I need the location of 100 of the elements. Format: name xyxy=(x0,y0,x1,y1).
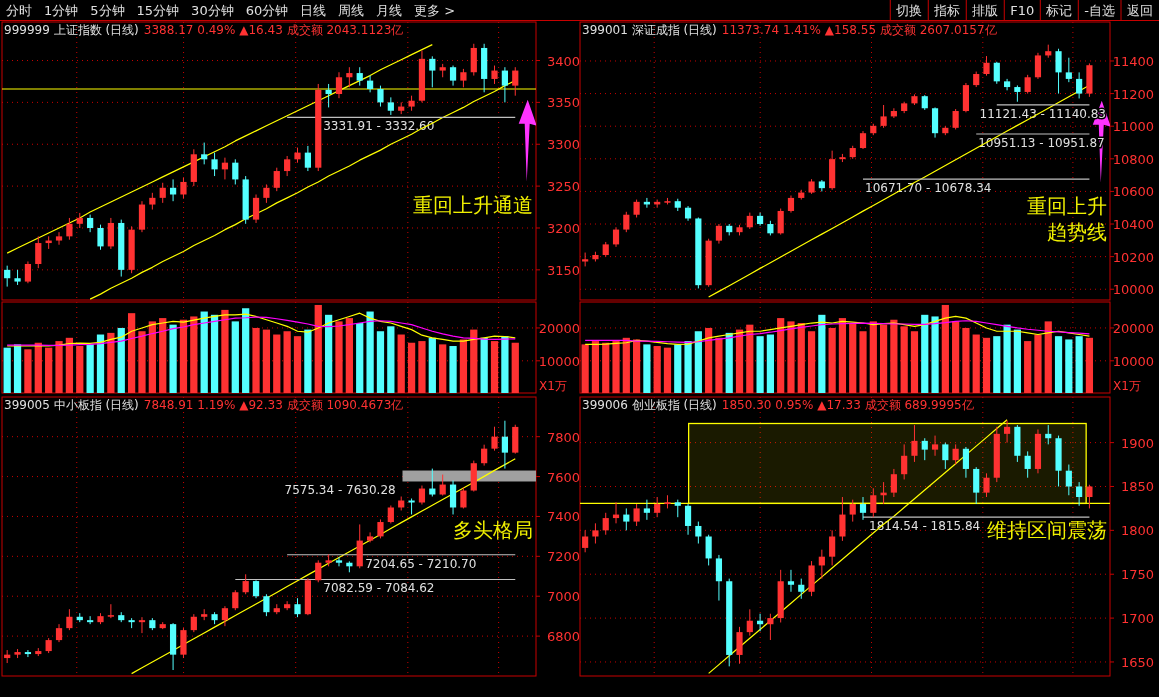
candlestick xyxy=(201,142,208,165)
bar xyxy=(1054,336,1063,393)
bar xyxy=(941,304,949,393)
candlestick xyxy=(901,443,908,480)
bar xyxy=(439,344,447,393)
candlestick xyxy=(633,503,640,527)
chart-subtitle: 3388.17 0.49% ▲16.43 成交额 2043.1123亿 xyxy=(143,23,404,37)
bar xyxy=(169,324,177,393)
bar xyxy=(715,337,723,393)
candlestick xyxy=(315,559,322,583)
candlestick xyxy=(449,480,457,515)
y-tick-label: 7000 xyxy=(546,589,580,605)
candlestick xyxy=(335,71,343,99)
candlestick xyxy=(746,608,753,637)
candlestick xyxy=(55,231,63,246)
bar xyxy=(859,331,867,393)
candlestick xyxy=(1076,71,1083,99)
bar xyxy=(705,327,713,393)
y-tick-label: 3150 xyxy=(546,262,580,278)
candlestick xyxy=(66,217,73,241)
candlestick xyxy=(284,155,291,177)
candlestick xyxy=(715,554,723,602)
bar xyxy=(283,331,291,393)
bar xyxy=(55,341,63,393)
y-tick-label: 7600 xyxy=(546,469,580,485)
chart-subtitle: 1850.30 0.95% ▲17.33 成交额 689.9995亿 xyxy=(721,398,974,412)
bar xyxy=(797,323,805,393)
bar xyxy=(148,321,156,393)
y-tick-label: 20000 xyxy=(538,320,580,336)
bar xyxy=(76,346,84,393)
y-tick-label: 1650 xyxy=(1120,654,1154,670)
annotation: 重回上升趋势线 xyxy=(1027,193,1107,244)
y-tick-label: 7800 xyxy=(546,429,580,445)
chart-title: 399001 深证成指 (日线) xyxy=(582,23,717,37)
annotation: 维持区间震荡 xyxy=(987,517,1107,542)
series-label: 7204.65 - 7210.70 xyxy=(365,556,477,571)
bar xyxy=(221,309,229,393)
candlestick xyxy=(1065,57,1072,83)
bar xyxy=(13,344,22,393)
candlestick xyxy=(138,616,146,634)
text: 30分钟 xyxy=(191,3,234,18)
bar xyxy=(252,327,260,393)
candlestick xyxy=(911,424,918,463)
bar xyxy=(838,318,847,393)
candlestick xyxy=(429,55,436,88)
candlestick xyxy=(284,600,291,611)
y-axis-title: X1万 xyxy=(1113,379,1141,393)
candlestick xyxy=(684,503,692,536)
text: 1分钟 xyxy=(44,3,79,18)
candlestick xyxy=(346,66,353,88)
bar xyxy=(818,314,826,393)
text: 更多 > xyxy=(414,3,456,18)
bar xyxy=(869,321,877,393)
bar xyxy=(993,336,1001,393)
chart-title: 399005 中小板指 (日线) xyxy=(4,398,139,412)
y-tick-label: 1700 xyxy=(1120,611,1154,627)
y-tick-label: 11000 xyxy=(1112,119,1154,135)
text: 5分钟 xyxy=(90,3,125,18)
bar xyxy=(117,327,125,393)
y-tick-label: 10200 xyxy=(1112,249,1154,265)
bar xyxy=(96,334,105,393)
candlestick xyxy=(512,66,519,97)
candlestick xyxy=(890,107,897,119)
bar xyxy=(314,304,322,393)
bar xyxy=(910,331,919,393)
text: 15分钟 xyxy=(136,3,180,18)
bar xyxy=(746,324,754,393)
candlestick xyxy=(695,521,702,545)
y-tick-label: 20000 xyxy=(1112,320,1154,336)
candlestick xyxy=(1024,74,1031,95)
text: 分时 xyxy=(6,3,32,18)
candlestick xyxy=(962,446,970,479)
chart-title: 399006 创业板指 (日线) xyxy=(582,398,717,412)
bar xyxy=(242,308,250,393)
candlestick xyxy=(107,603,114,619)
candlestick xyxy=(418,485,426,505)
bar xyxy=(1075,336,1083,393)
candlestick xyxy=(921,437,928,461)
bar xyxy=(633,339,641,393)
text: -自选 xyxy=(1084,3,1115,18)
bar xyxy=(1034,334,1042,393)
bar xyxy=(190,316,198,393)
bar xyxy=(879,324,888,393)
bar xyxy=(684,341,692,393)
candlestick xyxy=(1076,481,1083,507)
bar xyxy=(231,321,239,393)
candlestick xyxy=(777,208,784,236)
bar xyxy=(273,334,281,393)
text: 60分钟 xyxy=(245,3,289,18)
candlestick xyxy=(1086,484,1093,509)
candlestick xyxy=(1024,450,1031,479)
candlestick xyxy=(252,193,260,224)
candlestick xyxy=(849,499,856,523)
candlestick xyxy=(839,496,846,542)
bar xyxy=(952,321,960,393)
bar xyxy=(65,337,74,393)
y-tick-label: 7400 xyxy=(546,509,580,525)
bar xyxy=(418,341,426,393)
bar xyxy=(428,337,436,393)
candlestick xyxy=(1065,464,1072,496)
